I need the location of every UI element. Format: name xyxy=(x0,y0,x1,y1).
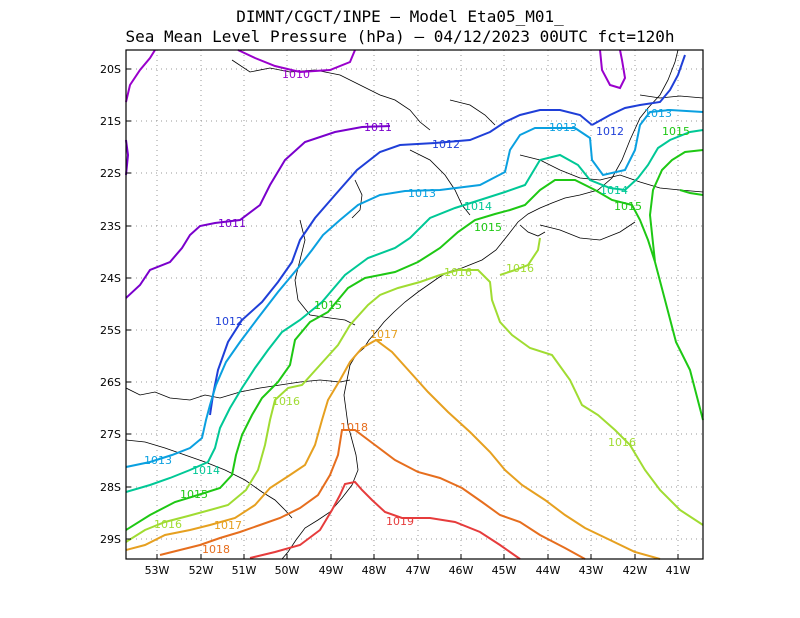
isobar-label: 1010 xyxy=(282,68,310,81)
isobar-label: 1016 xyxy=(154,518,182,531)
lon-label: 45W xyxy=(492,564,517,577)
isobar-label: 1014 xyxy=(192,464,220,477)
isobar-label: 1016 xyxy=(608,436,636,449)
lon-label: 43W xyxy=(579,564,604,577)
isobar-1014 xyxy=(125,129,704,493)
lat-label: 23S xyxy=(100,220,121,233)
isobar-labels: 1010 1011 1011 1012 1012 1012 1013 1013 … xyxy=(144,68,690,556)
isobar-1019 xyxy=(249,480,521,560)
lat-label: 27S xyxy=(100,428,121,441)
longitude-labels: 53W 52W 51W 50W 49W 48W 47W 46W 45W 44W … xyxy=(145,564,691,577)
isobar-1015 xyxy=(125,149,704,531)
lon-label: 44W xyxy=(536,564,561,577)
isobar-label: 1017 xyxy=(214,519,242,532)
isobar-1017 xyxy=(125,338,661,560)
isobar-label: 1015 xyxy=(474,221,502,234)
lon-label: 53W xyxy=(145,564,170,577)
map-title-line-1: DIMNT/CGCT/INPE – Model Eta05_M01_ xyxy=(236,7,564,26)
isobar-label: 1015 xyxy=(662,125,690,138)
isobar-1012 xyxy=(209,54,686,416)
isobar-label: 1013 xyxy=(144,454,172,467)
isobar-label: 1016 xyxy=(272,395,300,408)
lon-label: 49W xyxy=(319,564,344,577)
lat-label: 20S xyxy=(100,63,121,76)
lon-label: 41W xyxy=(666,564,691,577)
isobar-label: 1013 xyxy=(644,107,672,120)
lat-label: 29S xyxy=(100,533,121,546)
lat-label: 22S xyxy=(100,167,121,180)
isobar-label: 1012 xyxy=(215,315,243,328)
lat-label: 21S xyxy=(100,115,121,128)
isobar-label: 1011 xyxy=(218,217,246,230)
lon-label: 47W xyxy=(406,564,431,577)
tick-marks xyxy=(126,68,679,559)
isobar-label: 1016 xyxy=(506,262,534,275)
lat-label: 26S xyxy=(100,376,121,389)
isobar-1010 xyxy=(125,49,627,103)
lon-label: 52W xyxy=(189,564,214,577)
lat-label: 25S xyxy=(100,324,121,337)
isobar-1011 xyxy=(125,125,391,299)
isobar-label: 1018 xyxy=(340,421,368,434)
isobar-label: 1016 xyxy=(444,266,472,279)
isobar-label: 1012 xyxy=(596,125,624,138)
isobar-label: 1015 xyxy=(180,488,208,501)
isobar-label: 1013 xyxy=(408,187,436,200)
isobar-label: 1014 xyxy=(464,200,492,213)
isobar-1018 xyxy=(159,429,586,560)
isobar-1013 xyxy=(125,108,704,468)
lon-label: 50W xyxy=(275,564,300,577)
isobar-lines xyxy=(125,49,704,560)
plot-frame xyxy=(125,49,704,560)
isobar-label: 1014 xyxy=(600,184,628,197)
lat-label: 28S xyxy=(100,481,121,494)
isobar-label: 1017 xyxy=(370,328,398,341)
lon-label: 51W xyxy=(232,564,257,577)
lon-label: 48W xyxy=(362,564,387,577)
map-title-line-2: Sea Mean Level Pressure (hPa) – 04/12/20… xyxy=(125,27,675,46)
isobar-label: 1019 xyxy=(386,515,414,528)
isobar-label: 1018 xyxy=(202,543,230,556)
isobar-label: 1015 xyxy=(314,299,342,312)
isobar-1016 xyxy=(125,237,704,543)
isobar-label: 1015 xyxy=(614,200,642,213)
isobar-label: 1012 xyxy=(432,138,460,151)
isobar-label: 1011 xyxy=(364,121,392,134)
lon-label: 42W xyxy=(623,564,648,577)
latitude-labels: 20S 21S 22S 23S 24S 25S 26S 27S 28S 29S xyxy=(100,63,121,546)
lat-label: 24S xyxy=(100,272,121,285)
isobar-label: 1013 xyxy=(549,121,577,134)
lon-label: 46W xyxy=(449,564,474,577)
